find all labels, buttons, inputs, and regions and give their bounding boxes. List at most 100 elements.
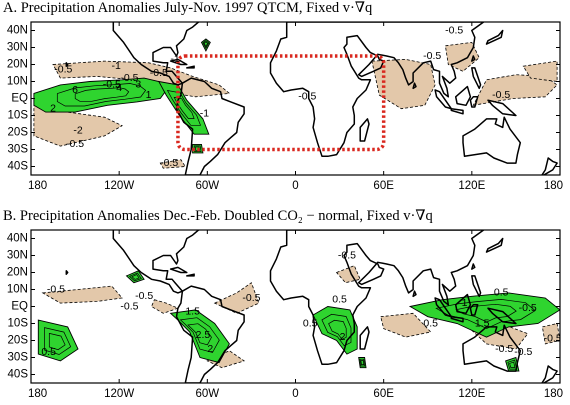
panel-a-lon-tick-label: 60E	[373, 180, 394, 192]
panel-b-negative-anomaly-7	[541, 323, 560, 345]
panel-b-contour-label: -0.5	[242, 292, 260, 304]
panel-b-coast-south-america	[175, 285, 245, 383]
panel-a-positive-contour-3-0	[202, 40, 210, 50]
panel-b-coast-borneo	[454, 293, 472, 315]
panel-b-contour-label: 0.5	[332, 293, 347, 305]
panel-a-lon-tick-label: 180	[28, 180, 47, 192]
panel-b-positive-anomaly-3	[312, 306, 358, 355]
panel-b-contour-label: -0.5	[135, 290, 153, 302]
panel-b-contour-label: 2	[340, 331, 346, 343]
panel-a-coast-cuba	[169, 58, 188, 66]
panel-a-coast-sumatra	[434, 89, 453, 110]
panel-b-contour-label: 0.5	[303, 317, 318, 329]
panel-a-contour-label: 3	[135, 79, 141, 91]
panel-a-lat-tick-label: 10S	[8, 110, 29, 122]
panel-b-coast-sumatra	[434, 297, 453, 318]
panel-a-positive-contour-3-1	[203, 41, 209, 48]
panel-b-positive-contour-4-0	[359, 358, 366, 367]
panel-a-contour-label: -0.5	[423, 50, 441, 62]
panel-a-coast-north-america	[112, 22, 201, 86]
panel-b-coast-philippines	[471, 275, 482, 298]
panel-a-contour-label: -0.5	[445, 24, 463, 36]
panel-a-title: A. Precipitation Anomalies July-Nov. 199…	[3, 0, 373, 16]
panel-a-coast-japan	[485, 29, 504, 45]
panel-b-contour-label: -0.5	[519, 302, 537, 314]
panel-a-coast-madagascar	[359, 118, 370, 142]
panel-b-contour-label: -0.5	[514, 346, 532, 358]
panel-b-positive-contour-3-0	[321, 313, 352, 347]
panel-b-positive-anomaly-1	[125, 270, 145, 284]
panel-a-lat-tick-label: EQ	[11, 93, 28, 105]
panel-b-title: B. Precipitation Anomalies Dec.-Feb. Dou…	[3, 208, 433, 224]
panel-b-contour-label: 0.5	[494, 287, 509, 299]
panel-a-map-body: -0.5 -1-0.5-0.5 -0.5-16 4 321-2-0.5-1-0.5-0.…	[33, 0, 558, 175]
panel-a-contour-label: 6	[72, 84, 78, 96]
panel-a-positive-contour-0-1	[74, 87, 130, 102]
panel-b-lon-tick-label: 60E	[373, 388, 394, 400]
panel-a-contour-label: -2	[73, 125, 82, 137]
panel-b-lon-tick-label: 180	[544, 388, 563, 400]
panel-b-positive-contour-1-0	[128, 272, 142, 282]
panel-a-contour-label: 1	[146, 89, 152, 101]
panel-a-positive-contour-1-0	[166, 90, 202, 126]
panel-b-coast-sri-lanka	[412, 290, 417, 298]
panel-b-contour-label: 1.5	[475, 317, 490, 329]
panel-a-lat-tick-label: 20S	[8, 127, 29, 139]
panel-a-lon-tick-label: 0	[292, 180, 298, 192]
panel-a-positive-contour-0-0	[56, 83, 147, 107]
panel-a-coast-hispaniola	[186, 65, 195, 69]
panel-b-positive-contour-0-1	[48, 332, 66, 351]
panel-a-coast-south-america	[175, 77, 245, 175]
panel-b-coast-taiwan	[471, 263, 476, 270]
panel-a-contour-label: -0.5	[54, 63, 72, 75]
panel-b-contour-label: 1.5	[185, 305, 200, 317]
panel-b-lat-tick-label: 30S	[8, 352, 29, 364]
panel-b-contour-label: 2.5	[196, 329, 211, 341]
panel-b-coast-new-guinea	[487, 307, 517, 325]
panel-b-positive-anomaly-5	[408, 292, 560, 338]
panel-b-positive-contour-5-1	[455, 303, 517, 323]
panel-b-positive-contour-0-0	[44, 327, 72, 355]
panel-b-positive-contour-2-0	[179, 317, 220, 353]
panel-a-lat-tick-label: 20N	[7, 59, 28, 71]
panel-b-lat-tick-label: 40S	[8, 369, 29, 381]
panel-b-positive-contour-4-1	[360, 360, 365, 365]
panel-a-coast-uk	[287, 0, 297, 14]
panel-b-coast-sulawesi	[469, 304, 479, 316]
panel-b-contour-label: 1	[462, 297, 468, 309]
panel-a-coast-java	[450, 107, 464, 115]
panel-a-coast-new-zealand	[541, 157, 558, 175]
panel-a-lat-tick-label: 10N	[7, 76, 28, 88]
panel-a-negative-anomaly-2	[159, 159, 187, 169]
panel-b-coast-java	[450, 315, 464, 323]
panel-b-negative-anomaly-5	[380, 312, 432, 338]
panel-a-highlight-box	[176, 54, 386, 152]
panel-b-lat-tick-label: 10N	[7, 284, 28, 296]
panel-b-contour-label: 0.5	[423, 317, 438, 329]
panel-a-coast-sulawesi	[469, 96, 479, 108]
panel-b-coast-hawaii	[65, 270, 69, 275]
panel-b-coast-uk	[287, 208, 297, 222]
panel-a-contour-label: -1	[112, 60, 121, 72]
panel-a-coast-taiwan	[471, 55, 476, 62]
panel-b-negative-anomaly-0	[41, 285, 123, 304]
panel-a-contour-label: -0.5	[492, 89, 510, 101]
panel-a-lon-tick-label: 60W	[196, 180, 220, 192]
panel-b-coast-africa-eurasia	[269, 230, 485, 366]
panel-b-lat-tick-label: 20N	[7, 267, 28, 279]
panel-a-lon-tick-label: 120W	[104, 180, 134, 192]
panel-b-lon-tick-label: 0	[292, 388, 298, 400]
panel-b-positive-anomaly-2	[169, 309, 230, 364]
panel-b-coast-japan	[485, 237, 504, 253]
panel-a-coast-new-guinea	[487, 99, 517, 117]
panel-b-negative-anomaly-2	[213, 282, 260, 314]
panel-b-positive-contour-1-1	[131, 274, 140, 280]
panel-a-contour-label: -0.5	[66, 138, 84, 150]
panel-a-lat-tick-label: 40N	[7, 25, 28, 37]
panel-b-coast-australia	[462, 324, 522, 372]
panel-b-contour-label: -0.5	[47, 283, 65, 295]
panel-b-contour-label: -0.5	[338, 249, 356, 261]
panel-b-coast-madagascar	[359, 326, 370, 350]
panel-a-lon-tick-label: 180	[544, 180, 563, 192]
